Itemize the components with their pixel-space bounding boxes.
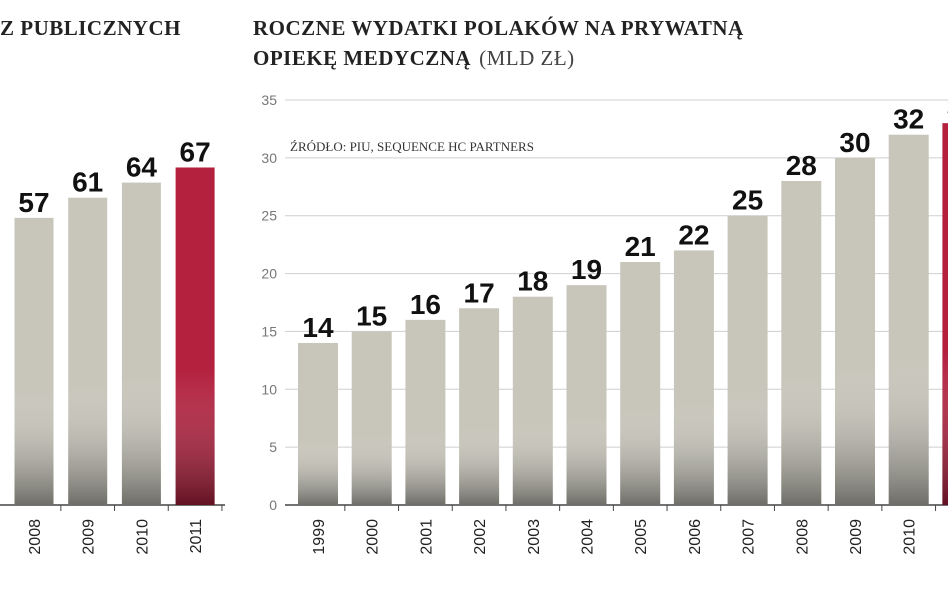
- bar-shade: [512, 296, 553, 505]
- bar-shade: [405, 319, 446, 505]
- value-label: 17: [464, 277, 495, 308]
- x-tick-label: 2002: [472, 519, 489, 555]
- value-label: 19: [571, 254, 602, 285]
- bar-shade: [673, 250, 714, 505]
- x-tick-label: 2006: [687, 519, 704, 555]
- value-label: 67: [180, 136, 211, 167]
- source: ŹRÓDŁO: PIU, SEQUENCE HC PARTNERS: [290, 139, 534, 154]
- x-tick-label: 2000: [365, 519, 382, 555]
- y-tick-label: 0: [269, 497, 277, 513]
- bar-shade: [121, 182, 161, 505]
- x-tick-label: 2011: [188, 519, 205, 554]
- value-label: 33: [947, 92, 948, 123]
- x-tick-label: 2008: [27, 519, 44, 555]
- x-tick-label: 2010: [902, 519, 919, 555]
- bar-shade: [835, 157, 875, 505]
- y-tick-label: 35: [261, 92, 277, 108]
- x-tick-label: 2003: [526, 519, 543, 555]
- chart-unit: (MLD ZŁ): [479, 46, 575, 70]
- value-label: 30: [839, 127, 870, 158]
- y-tick-label: 30: [261, 150, 277, 166]
- value-label: 18: [517, 266, 548, 297]
- bar-shade: [620, 262, 661, 505]
- value-label: 16: [410, 289, 441, 320]
- bar-shade: [175, 167, 215, 506]
- x-tick-label: 2008: [794, 519, 811, 555]
- x-tick-label: 2001: [418, 519, 435, 555]
- x-tick-label: 2007: [741, 519, 758, 555]
- bar-shade: [14, 217, 54, 506]
- bar-shade: [298, 343, 338, 505]
- y-tick-label: 5: [269, 439, 277, 455]
- y-tick-label: 20: [261, 266, 277, 282]
- x-tick-label: 2005: [633, 519, 650, 555]
- y-tick-label: 25: [261, 208, 277, 224]
- value-label: 21: [625, 231, 656, 262]
- x-tick-label: 2009: [81, 519, 98, 555]
- value-label: 15: [356, 300, 387, 331]
- chart-title: Z PUBLICZNYCH: [0, 16, 181, 40]
- bar-shade: [459, 308, 500, 505]
- value-label: 64: [126, 152, 158, 183]
- bar-shade: [781, 181, 822, 505]
- value-label: 57: [18, 187, 49, 218]
- value-label: 61: [72, 167, 103, 198]
- x-tick-label: 2010: [134, 519, 151, 555]
- y-tick-label: 15: [261, 323, 277, 339]
- y-tick-label: 10: [261, 381, 277, 397]
- x-tick-label: 2009: [848, 519, 865, 555]
- bar-shade: [351, 331, 392, 505]
- bar-shade: [942, 123, 948, 506]
- x-tick-label: 2004: [580, 519, 597, 555]
- value-label: 14: [302, 312, 334, 343]
- value-label: 22: [678, 219, 709, 250]
- chart-title: ROCZNE WYDATKI POLAKÓW NA PRYWATNĄ: [253, 16, 744, 40]
- bar-shade: [566, 285, 607, 505]
- x-tick-label: 1999: [311, 519, 328, 555]
- bar-shade: [727, 215, 768, 505]
- bar-shade: [888, 134, 929, 505]
- value-label: 32: [893, 104, 924, 135]
- bar-shade: [68, 197, 108, 505]
- value-label: 25: [732, 185, 763, 216]
- chart-title: OPIEKĘ MEDYCZNĄ (MLD ZŁ): [253, 46, 575, 70]
- value-label: 28: [786, 150, 817, 181]
